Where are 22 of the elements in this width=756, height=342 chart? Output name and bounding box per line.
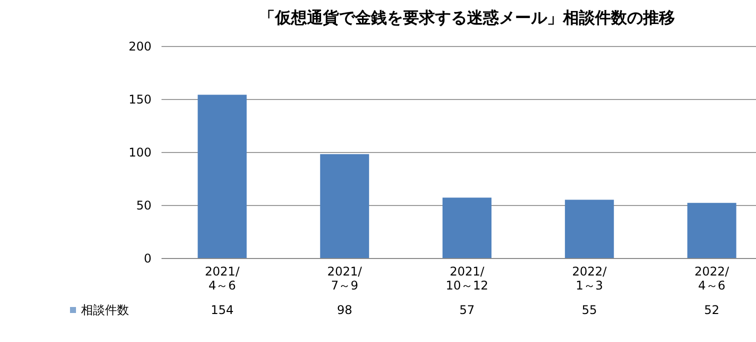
data-label: 98 <box>336 303 352 317</box>
data-label: 52 <box>704 303 720 317</box>
y-tick-label: 50 <box>136 198 152 212</box>
x-tick-label: 2021/7～9 <box>327 264 363 292</box>
y-tick-label: 100 <box>128 146 152 160</box>
x-tick-label: 2022/1～3 <box>572 264 608 292</box>
y-tick-label: 0 <box>144 252 152 266</box>
bar <box>320 154 370 258</box>
x-tick-label: 2022/4～6 <box>694 264 730 292</box>
y-tick-label: 200 <box>128 40 152 54</box>
x-tick-label: 2021/10～12 <box>446 264 488 292</box>
data-label: 55 <box>582 303 598 317</box>
bar <box>198 94 247 258</box>
chart-title: 「仮想通貨で金銭を要求する迷惑メール」相談件数の推移 <box>259 8 675 27</box>
y-tick-label: 150 <box>128 92 152 106</box>
data-label: 57 <box>459 303 475 317</box>
data-label: 154 <box>210 303 234 317</box>
bar <box>687 202 736 258</box>
x-tick-label: 2021/4～6 <box>204 264 240 292</box>
bar <box>442 198 492 258</box>
legend-label: 相談件数 <box>81 303 129 317</box>
bar <box>564 200 614 258</box>
